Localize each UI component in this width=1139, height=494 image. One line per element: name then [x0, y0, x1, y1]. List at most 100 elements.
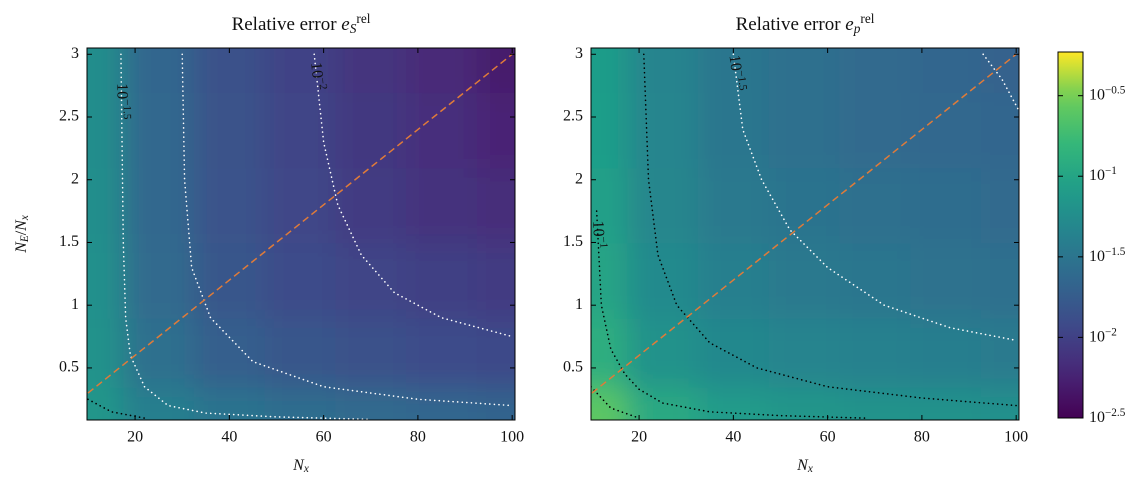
y-tick-label: 1 [575, 296, 583, 313]
heat-cell [910, 48, 982, 93]
y-axis-label-part: E [19, 235, 31, 243]
heat-cell [123, 167, 195, 244]
contour-line [595, 210, 867, 419]
y-tick-label: 3 [71, 45, 79, 62]
heat-cell [627, 386, 699, 420]
heat-cell [591, 386, 629, 420]
y-tick-label: 2 [575, 170, 583, 187]
chart-title-part: Relative error [736, 14, 846, 35]
heat-cell [591, 167, 629, 244]
contour-label: 10−2 [307, 61, 329, 91]
axes-frame [86, 47, 516, 421]
heat-cell [406, 48, 478, 93]
chart-title-part: e [845, 14, 853, 35]
colorbar-tick-label: 10−2.5 [1089, 407, 1126, 426]
contour-label-part: −1.5 [121, 99, 133, 120]
heat-cell [123, 242, 195, 319]
heat-cell [264, 48, 337, 93]
x-tick-label: 20 [127, 429, 143, 446]
chart-title-part: Relative error [232, 14, 342, 35]
y-tick-label: 1.5 [563, 233, 583, 250]
heat-cell [839, 242, 912, 319]
heat-cell [87, 91, 125, 169]
heat-cell [698, 386, 770, 420]
y-axis-label-part: N [13, 241, 30, 254]
heat-cell [194, 167, 266, 244]
heat-cell [980, 242, 1019, 319]
heat-cell [406, 317, 478, 388]
y-tick-label: 2 [71, 170, 79, 187]
heat-cell [698, 167, 770, 244]
heat-cell [980, 48, 1019, 93]
colorbar-tick-label-part: 10 [1089, 409, 1105, 426]
colorbar-tick-label-part: −2 [1105, 326, 1117, 338]
heat-cell [627, 91, 699, 169]
x-axis-label-part: x [303, 463, 309, 475]
contour-line [591, 385, 640, 419]
y-tick-label: 2.5 [563, 108, 583, 125]
heat-cell [839, 167, 912, 244]
x-tick-label: 60 [316, 429, 332, 446]
colorbar-tick-label: 10−1.5 [1089, 245, 1126, 264]
colorbar-tick-label: 10−1 [1089, 165, 1117, 184]
heat-cell [87, 242, 125, 319]
heat-cell [406, 386, 478, 420]
y-axis-label-part: / [13, 230, 30, 235]
x-tick-label: 100 [1004, 429, 1028, 446]
colorbar-tick-label-part: 10 [1089, 86, 1105, 103]
x-tick-label: 100 [500, 429, 524, 446]
heat-cell [910, 386, 982, 420]
heat-cell [194, 91, 266, 169]
x-tick-label: 20 [631, 429, 647, 446]
heat-cell [123, 317, 195, 388]
heat-cell [627, 317, 699, 388]
colorbar-tick-label-part: −1 [1105, 165, 1117, 177]
contour-label-part: 10 [307, 61, 326, 79]
contour-label-part: 10 [726, 54, 745, 72]
x-tick-label: 80 [410, 429, 426, 446]
contour-line [87, 398, 146, 419]
contour-line [982, 53, 1019, 112]
heatmap [87, 48, 515, 420]
heat-cell [591, 91, 629, 169]
chart-title: Relative error eSrel [232, 11, 371, 36]
heat-cell [591, 317, 629, 388]
y-tick-label: 0.5 [563, 359, 583, 376]
x-axis-label-part: x [807, 463, 813, 475]
colorbar-tick-label-part: 10 [1089, 167, 1105, 184]
heat-cell [335, 91, 408, 169]
colorbar-tick-label-part: −1.5 [1105, 245, 1126, 257]
heat-cell [768, 91, 841, 169]
x-tick-label: 60 [820, 429, 836, 446]
heat-cell [591, 48, 629, 93]
reference-line [591, 53, 1017, 394]
contour-label: 10−1 [589, 220, 609, 249]
contour-label-part: −1 [597, 236, 610, 248]
chart-title-part: rel [860, 11, 874, 26]
heat-cell [980, 91, 1019, 169]
contour-label-part: −2 [316, 77, 329, 90]
heat-cell [910, 242, 982, 319]
contour-label: 10−1.5 [114, 83, 134, 120]
heatmap [591, 48, 1019, 420]
heat-cell [194, 317, 266, 388]
y-tick-label: 0.5 [59, 359, 79, 376]
y-axis-label: NE/Nx [13, 215, 31, 254]
heat-cell [87, 48, 125, 93]
heat-cell [264, 317, 337, 388]
reference-line [87, 53, 513, 394]
heat-cell [194, 386, 266, 420]
heat-cell [406, 167, 478, 244]
heat-cell [839, 317, 912, 388]
heat-cell [264, 386, 337, 420]
heat-cell [335, 317, 408, 388]
y-tick-label: 3 [575, 45, 583, 62]
colorbar-tick-label-part: 10 [1089, 328, 1105, 345]
heat-cell [406, 242, 478, 319]
heat-cell [698, 317, 770, 388]
chart-title: Relative error eprel [736, 11, 875, 36]
contour-line [120, 53, 372, 420]
y-tick-label: 1 [71, 296, 79, 313]
heat-cell [627, 48, 699, 93]
heat-cell [698, 91, 770, 169]
